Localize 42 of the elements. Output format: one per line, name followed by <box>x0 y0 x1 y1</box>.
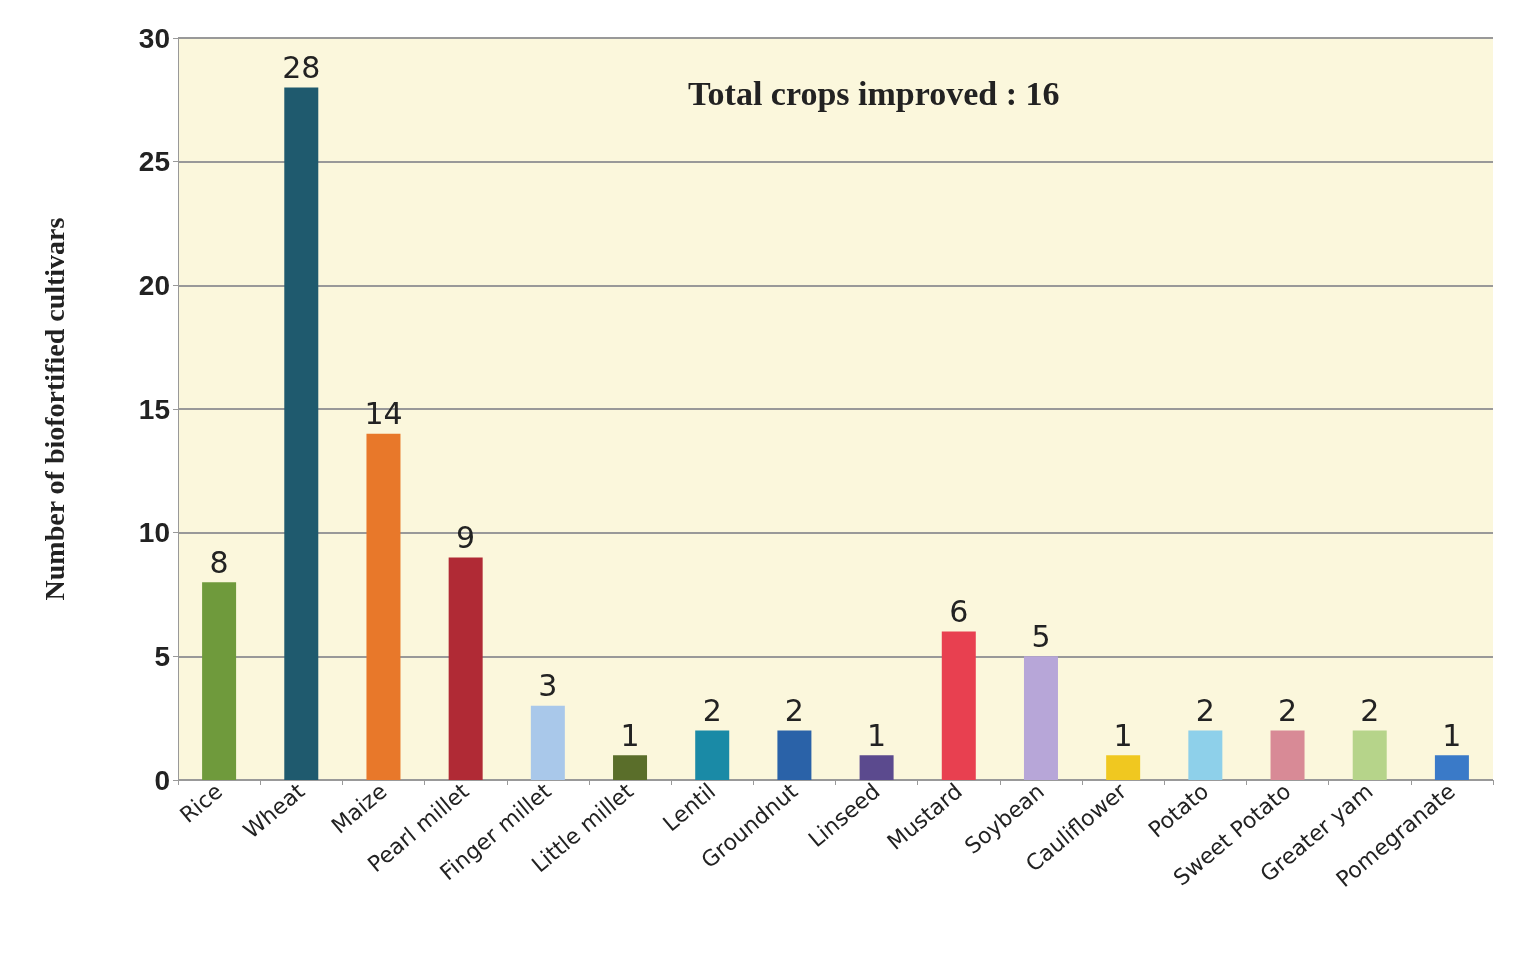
data-label: 2 <box>702 693 722 729</box>
data-label: 8 <box>209 544 229 580</box>
y-tick-label: 10 <box>138 517 170 549</box>
data-label: 3 <box>538 668 558 704</box>
bar <box>1270 730 1305 780</box>
data-label: 14 <box>364 396 403 432</box>
data-label: 2 <box>784 693 804 729</box>
annotation: Total crops improved : 16 <box>688 74 1060 112</box>
y-tick-label: 25 <box>138 146 170 178</box>
data-label: 2 <box>1277 693 1298 729</box>
bar <box>695 730 730 780</box>
data-label: 9 <box>456 519 476 555</box>
x-tick-label: Rice <box>175 778 228 828</box>
data-label: 1 <box>1442 717 1462 753</box>
bar <box>202 582 237 780</box>
data-label: 1 <box>1113 717 1133 753</box>
bar <box>530 705 565 780</box>
y-tick-label: 5 <box>154 640 170 672</box>
data-label: 1 <box>620 717 640 753</box>
bar <box>1023 656 1058 780</box>
y-tick-label: 15 <box>138 393 170 425</box>
bar <box>613 755 648 780</box>
bar <box>1188 730 1223 780</box>
y-axis-title: Number of biofortified cultivars <box>38 217 70 601</box>
data-label: 6 <box>949 594 969 630</box>
data-label: 28 <box>282 49 321 85</box>
bar <box>284 87 319 780</box>
bar <box>777 730 812 780</box>
bar <box>1106 755 1141 780</box>
bar <box>366 433 401 780</box>
data-label: 5 <box>1031 618 1051 654</box>
bar <box>448 557 483 780</box>
bar <box>941 631 976 780</box>
bar <box>1434 755 1469 780</box>
bar <box>1352 730 1387 780</box>
y-tick-label: 0 <box>154 764 170 796</box>
data-label: 2 <box>1195 693 1215 729</box>
bar <box>859 755 894 780</box>
y-tick-label: 30 <box>138 22 170 54</box>
y-tick-label: 20 <box>138 269 170 301</box>
data-label: 1 <box>867 717 887 753</box>
data-label: 2 <box>1360 693 1380 729</box>
